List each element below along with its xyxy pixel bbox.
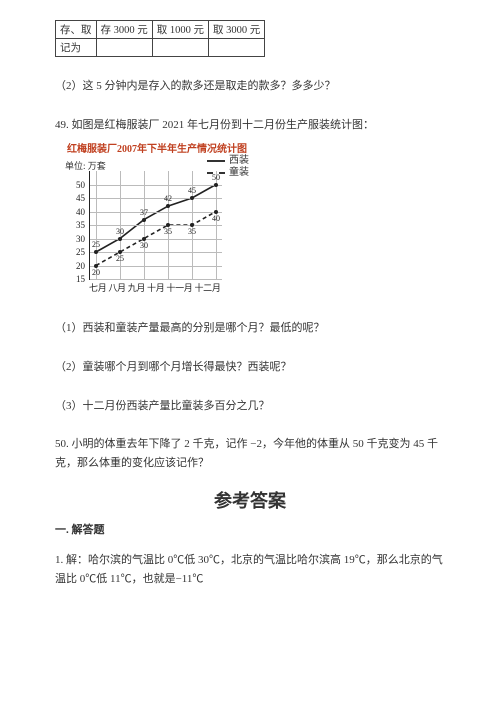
value-label: 25 [116, 254, 124, 263]
section-head: 一. 解答题 [55, 521, 445, 537]
y-tick-label: 20 [65, 261, 85, 271]
y-tick-label: 25 [65, 247, 85, 257]
value-label: 20 [92, 268, 100, 277]
td-blank [96, 39, 152, 57]
table-row: 记为 [56, 39, 265, 57]
chart-title: 红梅服装厂2007年下半年生产情况统计图 [67, 140, 445, 155]
x-axis-labels: 七月 八月 九月 十月 十一月 十二月 [89, 281, 239, 294]
question-49-1: （1）西装和童装产量最高的分别是哪个月？最低的呢？ [55, 319, 445, 338]
question-49-3: （3）十二月份西装产量比童装多百分之几？ [55, 397, 445, 416]
td-blank [209, 39, 265, 57]
th-wd1000: 取 1000 元 [152, 21, 208, 39]
y-tick-label: 40 [65, 207, 85, 217]
value-label: 30 [140, 241, 148, 250]
value-label: 42 [164, 194, 172, 203]
question-50: 50. 小明的体重去年下降了 2 千克，记作 −2，今年他的体重从 50 千克变… [55, 435, 445, 472]
legend-label-dashed: 童装 [229, 167, 249, 179]
td-blank [152, 39, 208, 57]
y-tick-label: 35 [65, 220, 85, 230]
legend-label-solid: 西装 [229, 155, 249, 167]
value-label: 35 [188, 227, 196, 236]
value-label: 40 [212, 214, 220, 223]
y-tick-label: 30 [65, 234, 85, 244]
y-tick-label: 45 [65, 193, 85, 203]
question-48-2: （2）这 5 分钟内是存入的款多还是取走的款多？多多少？ [55, 77, 445, 96]
production-chart: 红梅服装厂2007年下半年生产情况统计图 单位: 万套 西装 童装 253037… [65, 140, 445, 299]
th-action: 存、取 [56, 21, 97, 39]
value-label: 45 [188, 186, 196, 195]
td-label: 记为 [56, 39, 97, 57]
y-tick-label: 15 [65, 274, 85, 284]
value-label: 50 [212, 173, 220, 182]
value-label: 30 [116, 227, 124, 236]
th-wd3000: 取 3000 元 [209, 21, 265, 39]
value-label: 25 [92, 240, 100, 249]
deposit-table: 存、取 存 3000 元 取 1000 元 取 3000 元 记为 [55, 20, 265, 57]
table-row: 存、取 存 3000 元 取 1000 元 取 3000 元 [56, 21, 265, 39]
value-label: 37 [140, 208, 148, 217]
chart-grid: 25 30 37 42 45 50 20 25 30 35 35 40 [89, 171, 222, 280]
th-dep3000: 存 3000 元 [96, 21, 152, 39]
answer-1: 1. 解：哈尔滨的气温比 0℃低 30℃，北京的气温比哈尔滨高 19℃，那么北京… [55, 551, 445, 588]
chart-box: 单位: 万套 西装 童装 253037424550202530353540 七月… [65, 159, 245, 299]
legend-solid: 西装 [207, 155, 249, 167]
value-label: 35 [164, 227, 172, 236]
question-49-intro: 49. 如图是红梅服装厂 2021 年七月份到十二月份生产服装统计图： [55, 116, 445, 135]
answers-title: 参考答案 [55, 487, 445, 513]
legend-swatch-solid [207, 160, 225, 162]
y-tick-label: 50 [65, 180, 85, 190]
question-49-2: （2）童装哪个月到哪个月增长得最快？西装呢？ [55, 358, 445, 377]
